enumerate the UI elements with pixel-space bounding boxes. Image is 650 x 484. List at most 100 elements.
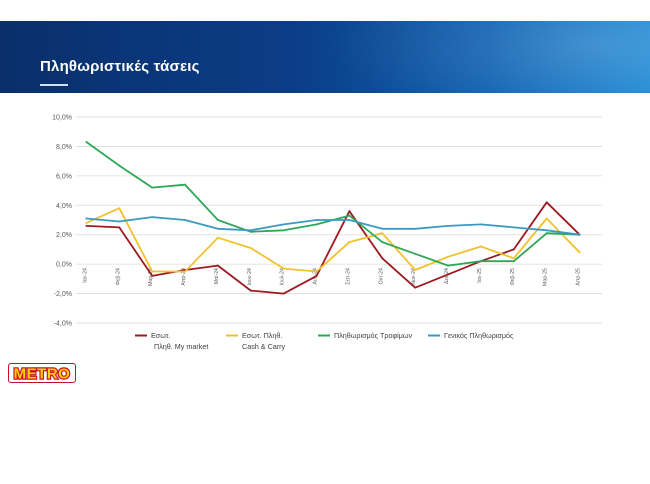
metro-logo-frame: METRO (8, 363, 76, 383)
series-3-point (480, 260, 482, 263)
series-2-point (249, 247, 252, 249)
line-chart: 10,0% 8,0% 6,0% 4,0% 2,0% 0,0% -2,0% -4,0% Ιαν-2… (40, 107, 610, 365)
series-line-3 (85, 141, 581, 267)
x-tick-label: Νοε-24 (411, 268, 417, 285)
series-4-point (512, 226, 515, 229)
x-tick-label: Ιουλ-24 (280, 268, 286, 285)
series-3-point (348, 214, 351, 217)
x-tick-label: Ιουν-24 (247, 268, 253, 285)
legend-label: Εσωτ. Πληθ. (242, 331, 282, 340)
legend-label: Πληθ. My market (154, 342, 208, 351)
series-2-point (348, 241, 351, 243)
series-2-point (381, 232, 384, 235)
series-1-point (545, 201, 548, 204)
y-tick-label: 6,0% (56, 173, 72, 180)
x-tick-label: Μαϊ-24 (214, 268, 220, 284)
series-2-point (480, 245, 482, 248)
series-2-point (512, 257, 515, 260)
y-tick-label: 10,0% (52, 115, 72, 122)
x-tick-label: Φεβ-24 (115, 268, 121, 285)
series-4-point (85, 217, 88, 220)
x-tick-label: Μαρ-25 (543, 268, 549, 286)
series-2-point (151, 270, 154, 273)
series-2-point (545, 217, 548, 220)
series-line-1 (85, 201, 581, 295)
series-1-point (282, 292, 285, 295)
series-2-point (414, 269, 417, 271)
x-tick-label: Φεβ-25 (510, 268, 516, 285)
legend-label: Εσωτ. (151, 331, 171, 340)
series-2-point (217, 236, 219, 239)
series-line-2 (85, 207, 581, 273)
series-4-point (217, 227, 219, 230)
slide-title: Πληθωριστικές τάσεις (40, 58, 200, 75)
x-tick-label: Σεπ-24 (345, 268, 351, 285)
series-3-point (184, 183, 186, 186)
series-3-point (151, 186, 154, 189)
x-tick-label: Οκτ-24 (378, 268, 384, 284)
y-tick-label: -2,0% (54, 291, 72, 298)
y-tick-label: 0,0% (56, 262, 72, 269)
series-3-point (315, 223, 318, 226)
x-tick-label: Απρ-25 (576, 268, 582, 286)
series-2-point (184, 270, 186, 273)
series-1-point (118, 226, 121, 229)
series-1-point (512, 248, 515, 251)
series-3-point (118, 164, 121, 167)
legend-label: Γενικός Πληθωρισμός (444, 331, 514, 340)
series-3-point (282, 229, 285, 232)
series-4-point (151, 216, 154, 218)
series-4-point (578, 233, 581, 236)
metro-logo: METRO (8, 363, 76, 383)
series-4-point (184, 219, 186, 221)
x-tick-label: Απρ-24 (181, 268, 187, 286)
y-tick-label: 2,0% (56, 232, 72, 239)
series-1-point (315, 275, 318, 277)
series-1-point (447, 273, 449, 276)
chart-canvas: 10,0% 8,0% 6,0% 4,0% 2,0% 0,0% -2,0% -4,0% Ιαν-2… (52, 115, 602, 351)
series-4-point (414, 227, 417, 230)
series-2-point (578, 251, 581, 254)
series-3-point (447, 264, 449, 267)
series-1-point (381, 257, 384, 260)
series-3-point (381, 241, 384, 243)
x-tick-label: Μαρ-24 (148, 268, 154, 286)
x-tick-label: Ιαν-25 (477, 268, 483, 283)
series-line-4 (85, 216, 581, 236)
series-1-point (85, 224, 88, 227)
y-tick-label: 8,0% (56, 144, 72, 151)
series-3-point (512, 260, 515, 263)
series-2-point (85, 222, 88, 224)
title-underline (40, 84, 68, 86)
series-3-point (414, 252, 417, 255)
series-1-point (348, 210, 351, 213)
series-4-point (447, 224, 449, 227)
series-3-point (545, 232, 548, 235)
y-tick-label: 4,0% (56, 203, 72, 210)
series-4-point (381, 227, 384, 230)
series-4-point (118, 220, 121, 223)
series-2-point (447, 255, 449, 258)
x-tick-label: Ιαν-24 (82, 268, 88, 283)
series-4-point (480, 223, 482, 226)
banner-sheen (280, 21, 650, 93)
series-4-point (348, 219, 351, 221)
legend-label: Πληθωρισμός Τροφίμων (334, 331, 412, 340)
series-3-point (217, 219, 219, 221)
series-4-point (315, 219, 318, 221)
series-4-point (249, 229, 252, 232)
series-3-point (85, 141, 88, 143)
series-1-point (414, 286, 417, 289)
x-tick-label: Δεκ-24 (444, 268, 450, 284)
series-1-point (217, 264, 219, 267)
series-3-point (249, 230, 252, 233)
metro-wordmark: METRO (12, 365, 71, 382)
title-banner (0, 21, 650, 93)
y-tick-label: -4,0% (54, 321, 72, 328)
series-4-point (282, 223, 285, 226)
series-1-point (249, 289, 252, 292)
svg-text:METRO: METRO (14, 366, 71, 382)
legend-label: Cash & Carry (242, 342, 286, 351)
series-2-point (282, 267, 285, 270)
